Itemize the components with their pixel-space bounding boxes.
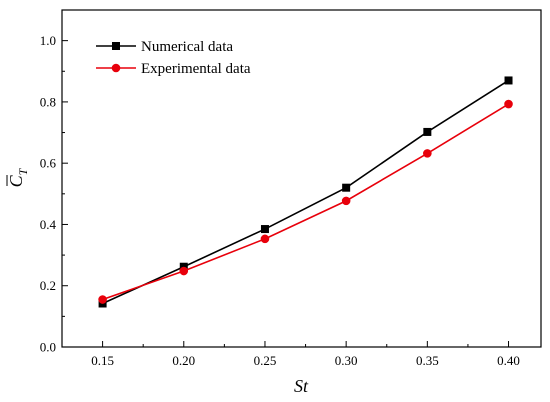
data-point-experimental [423,149,432,158]
y-axis-title-sub: T [16,167,30,175]
legend: Numerical data Experimental data [96,39,251,77]
y-axis-title: CT [6,167,30,187]
x-tick-label: 0.25 [254,353,277,368]
data-point-numerical [342,183,351,192]
data-point-experimental [504,99,513,109]
data-point-experimental [341,196,351,206]
series-layer [98,76,513,308]
y-axis-ticks: 0.0 0.2 0.4 0.6 0.8 1.0 [40,9,68,355]
legend-label-numerical: Numerical data [141,39,233,55]
y-tick-label: 0.6 [40,156,57,171]
x-tick-label: 0.30 [335,353,358,368]
y-tick-label: 0.0 [40,340,56,355]
data-point-numerical [504,76,513,85]
x-tick-label: 0.20 [172,353,195,368]
data-point-experimental [260,234,270,244]
legend-marker-experimental [111,63,121,73]
data-point-numerical [423,127,432,136]
y-tick-label: 0.4 [40,217,57,232]
series-line-experimental [102,103,509,301]
y-tick-label: 0.8 [40,94,56,109]
data-point-numerical [260,225,269,234]
y-axis-title-main: C [6,174,26,187]
legend-marker-numerical [112,42,120,50]
x-axis-ticks: 0.15 0.20 0.25 0.30 0.35 0.40 [91,341,520,368]
x-tick-label: 0.40 [497,353,520,368]
series-line-numerical [102,79,509,305]
legend-label-experimental: Experimental data [141,61,251,77]
x-axis-title: St [294,376,309,396]
x-tick-label: 0.35 [416,353,439,368]
plot-frame [61,9,542,348]
y-tick-label: 1.0 [40,33,56,48]
svg-text:CT: CT [6,167,30,187]
y-tick-label: 0.2 [40,278,56,293]
x-tick-label: 0.15 [91,353,114,368]
data-point-experimental [98,295,107,304]
data-point-experimental [179,266,189,276]
